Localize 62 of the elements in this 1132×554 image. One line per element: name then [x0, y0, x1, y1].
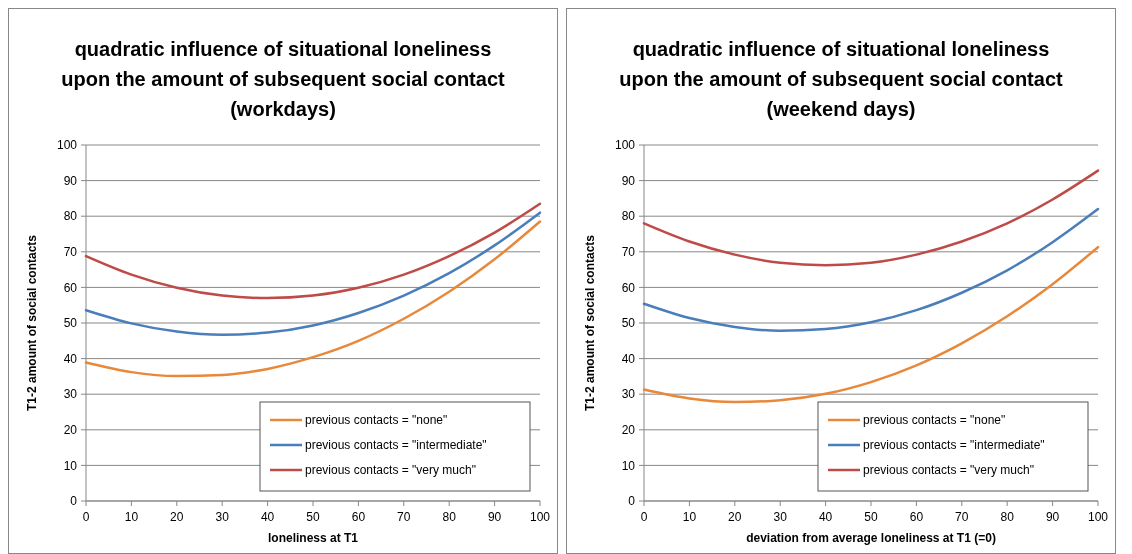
line-series	[642, 207, 1100, 333]
y-tick-label: 30	[63, 387, 78, 402]
legend-label: previous contacts = "very much"	[305, 463, 476, 478]
legend-label: previous contacts = "intermediate"	[305, 438, 487, 453]
y-tick-label: 70	[621, 245, 636, 259]
x-tick-label: 40	[818, 510, 833, 524]
y-tick-label: 10	[63, 458, 78, 473]
y-tick-label: 20	[63, 423, 78, 437]
y-tick-label: 100	[614, 138, 636, 153]
line-series	[642, 169, 1100, 267]
y-axis-title: T1-2 amount of social contacts	[25, 234, 39, 412]
x-tick-label: 0	[82, 510, 90, 524]
x-tick-label: 100	[529, 510, 551, 524]
x-tick-label: 10	[682, 510, 697, 524]
x-tick-label: 60	[909, 510, 924, 524]
legend-label: previous contacts = "none"	[863, 413, 1006, 428]
y-tick-label: 50	[63, 316, 78, 331]
x-tick-label: 70	[397, 510, 411, 524]
y-tick-label: 70	[63, 245, 78, 259]
y-tick-label: 100	[56, 138, 78, 153]
x-tick-label: 10	[124, 510, 139, 524]
x-tick-label: 30	[773, 510, 788, 524]
y-axis-title: T1-2 amount of social contacts	[583, 234, 597, 412]
y-tick-label: 50	[621, 316, 636, 331]
x-axis-title: loneliness at T1	[267, 531, 359, 545]
x-tick-label: 50	[864, 510, 878, 524]
line-series	[84, 211, 542, 336]
line-series	[642, 245, 1100, 404]
legend-label: previous contacts = "intermediate"	[863, 438, 1045, 453]
x-tick-label: 40	[260, 510, 275, 524]
x-tick-label: 50	[306, 510, 320, 524]
x-tick-label: 70	[955, 510, 969, 524]
x-tick-label: 90	[487, 510, 502, 524]
x-tick-label: 20	[170, 510, 184, 524]
legend-label: previous contacts = "very much"	[863, 463, 1034, 478]
y-tick-label: 90	[621, 173, 636, 188]
y-tick-label: 80	[63, 209, 78, 224]
y-tick-label: 40	[621, 351, 636, 366]
x-axis-title: deviation from average loneliness at T1 (=0)	[746, 531, 996, 545]
y-tick-label: 30	[621, 387, 636, 402]
chart-title: quadratic influence of situational loneliness upon the amount of subsequent social contact (workdays)	[61, 38, 506, 120]
y-tick-label: 90	[63, 173, 78, 188]
x-tick-label: 80	[1000, 510, 1015, 524]
line-series	[84, 220, 542, 378]
x-tick-label: 20	[728, 510, 742, 524]
y-tick-label: 20	[621, 423, 636, 437]
legend-label: previous contacts = "none"	[305, 413, 448, 428]
y-tick-label: 10	[621, 458, 636, 473]
y-tick-label: 80	[621, 209, 636, 224]
x-tick-label: 90	[1045, 510, 1060, 524]
y-tick-label: 0	[70, 494, 78, 509]
x-tick-label: 0	[640, 510, 648, 524]
y-tick-label: 40	[63, 351, 78, 366]
y-tick-label: 60	[63, 280, 78, 295]
line-series	[84, 202, 542, 300]
x-tick-label: 60	[351, 510, 366, 524]
y-tick-label: 0	[628, 494, 636, 509]
x-tick-label: 80	[442, 510, 457, 524]
y-tick-label: 60	[621, 280, 636, 295]
x-tick-label: 30	[215, 510, 230, 524]
x-tick-label: 100	[1087, 510, 1109, 524]
chart-title: quadratic influence of situational loneliness upon the amount of subsequent social contact (weekend days)	[619, 38, 1064, 120]
